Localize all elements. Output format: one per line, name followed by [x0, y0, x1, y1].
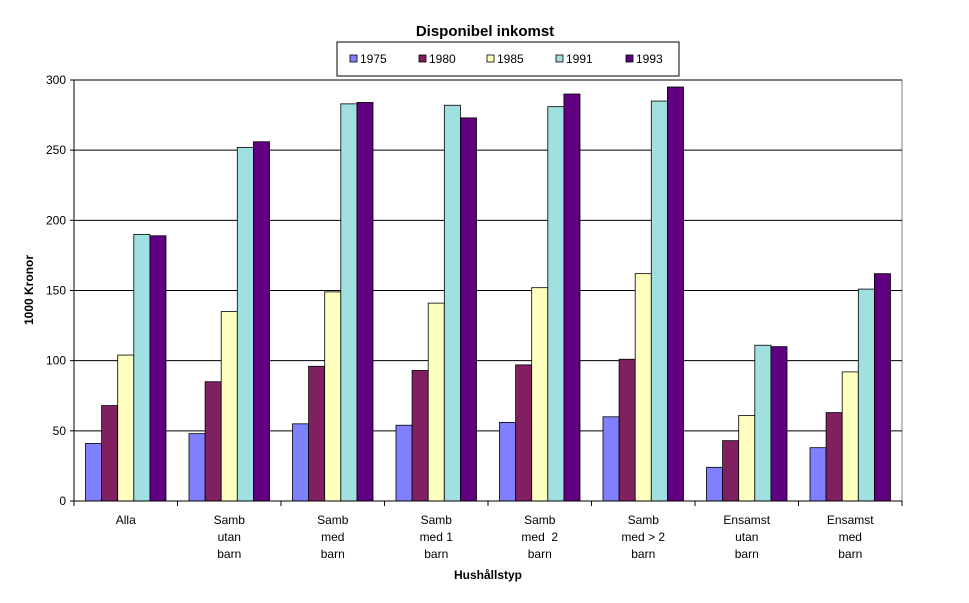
x-tick-label: barn [735, 547, 759, 561]
x-tick-label: Samb [524, 513, 556, 527]
bar-1993-0 [149, 235, 167, 502]
x-tick-label: utan [218, 530, 241, 544]
y-tick-label: 300 [46, 73, 66, 87]
bar-1980-4 [515, 364, 533, 502]
legend-swatch-1980 [418, 54, 427, 63]
x-tick-label: utan [735, 530, 758, 544]
x-tick-label: Ensamst [723, 513, 770, 527]
x-tick-label: Samb [628, 513, 660, 527]
bar-1980-2 [308, 365, 326, 502]
bar-1993-4 [563, 93, 581, 502]
x-tick-label: barn [217, 547, 241, 561]
y-tick-label: 0 [59, 494, 66, 508]
legend-label-1975: 1975 [360, 52, 387, 66]
bar-1991-1 [236, 146, 254, 502]
x-tick-label: Alla [116, 513, 136, 527]
x-tick-label: med 1 [420, 530, 454, 544]
legend-swatch-1975 [349, 54, 358, 63]
bar-1993-7 [874, 273, 891, 502]
legend-box [336, 41, 680, 77]
bar-1993-3 [459, 117, 477, 502]
bar-1975-1 [188, 433, 206, 502]
bar-1991-7 [857, 288, 875, 502]
bar-1991-6 [754, 344, 772, 502]
legend-label-1991: 1991 [566, 52, 593, 66]
y-tick-label: 150 [46, 284, 66, 298]
bars [85, 86, 891, 502]
x-tick-label: med 2 [521, 530, 558, 544]
bar-1975-0 [85, 443, 103, 502]
bar-1985-2 [324, 291, 342, 502]
x-tick-label: Samb [317, 513, 349, 527]
bar-1980-0 [101, 405, 119, 502]
x-tick-label: barn [631, 547, 655, 561]
bar-1975-2 [292, 423, 310, 502]
bar-1975-6 [706, 466, 724, 502]
x-tick-label: barn [838, 547, 862, 561]
legend-label-1980: 1980 [429, 52, 456, 66]
x-tick-label: Samb [214, 513, 246, 527]
bar-1985-5 [634, 273, 652, 502]
x-tick-label: barn [528, 547, 552, 561]
legend: 1975 1980 1985 1991 1993 [336, 41, 680, 77]
y-tick-label: 50 [53, 424, 67, 438]
bar-1985-0 [117, 354, 135, 502]
y-axis-label: 1000 Kronor [22, 255, 36, 325]
x-axis-label: Hushållstyp [454, 568, 522, 582]
legend-swatch-1991 [555, 54, 564, 63]
bar-1975-5 [602, 416, 620, 502]
bar-1993-5 [667, 86, 684, 502]
bar-1980-1 [204, 381, 222, 502]
bar-1991-4 [547, 106, 565, 502]
bar-1985-1 [220, 311, 238, 502]
bar-1985-7 [841, 371, 859, 502]
bar-1993-1 [252, 141, 270, 502]
bar-1975-3 [395, 424, 413, 502]
x-tick-label: med > 2 [621, 530, 665, 544]
bar-1985-3 [427, 302, 445, 502]
bar-1991-2 [340, 103, 358, 502]
bar-1993-6 [770, 346, 788, 502]
x-tick-label: Samb [421, 513, 453, 527]
bar-1980-3 [411, 370, 429, 502]
chart-title: Disponibel inkomst [416, 23, 554, 40]
y-tick-label: 250 [46, 143, 66, 157]
legend-label-1985: 1985 [497, 52, 524, 66]
bar-1991-3 [443, 104, 461, 502]
y-tick-label: 200 [46, 213, 66, 227]
legend-swatch-1993 [625, 54, 634, 63]
bar-1980-6 [722, 440, 740, 502]
legend-swatch-1985 [486, 54, 495, 63]
x-tick-label: barn [424, 547, 448, 561]
legend-label-1993: 1993 [636, 52, 663, 66]
x-tick-label: med [839, 530, 862, 544]
bar-1993-2 [356, 102, 374, 502]
bar-1975-4 [499, 422, 517, 502]
bar-1985-4 [531, 287, 549, 502]
y-tick-label: 100 [46, 354, 66, 368]
bar-1991-0 [133, 233, 151, 502]
x-tick-labels: Alla Samb utan barn Samb med barn Samb med 1 barn… [73, 501, 903, 561]
bar-1985-6 [738, 414, 756, 502]
bar-1991-5 [650, 100, 668, 502]
bar-1980-7 [825, 412, 843, 502]
x-tick-label: Ensamst [827, 513, 874, 527]
bar-1975-7 [809, 447, 827, 502]
x-tick-label: med [321, 530, 344, 544]
x-tick-label: barn [321, 547, 345, 561]
y-tick-labels: 0 50 100 150 200 250 300 [46, 73, 74, 508]
bar-1980-5 [618, 358, 636, 502]
